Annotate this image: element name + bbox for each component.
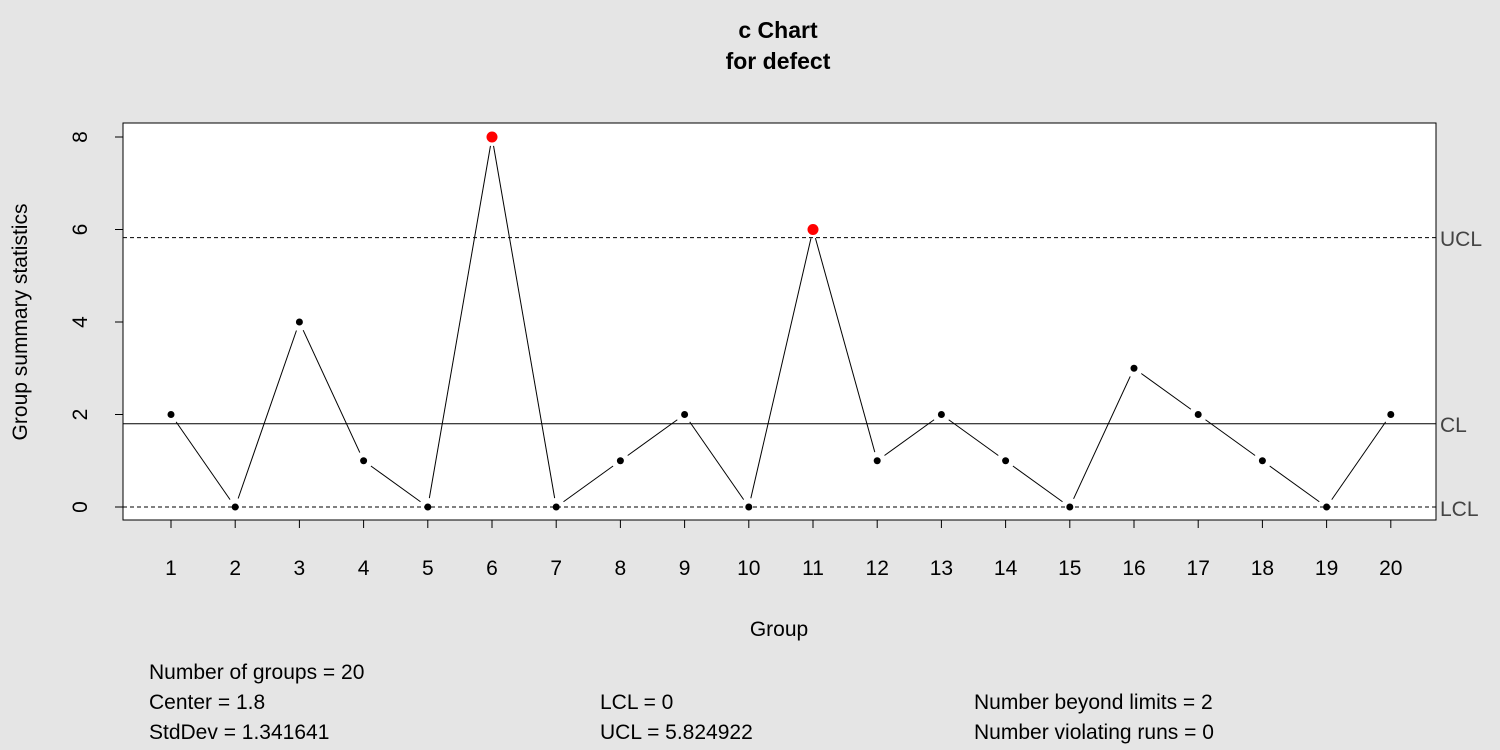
data-point [616, 457, 624, 465]
series-segment [1073, 376, 1131, 500]
series-segment [370, 465, 421, 503]
series-segment [302, 329, 361, 453]
stat-lcl: LCL = 0 [600, 691, 674, 714]
series-segment [1269, 465, 1320, 503]
chart-subtitle: for defect [725, 48, 831, 74]
stat-ucl: UCL = 5.824922 [600, 721, 753, 744]
series-segment [750, 238, 812, 499]
data-point [745, 503, 753, 511]
series-segment [948, 419, 999, 456]
x-tick-label: 7 [550, 557, 562, 580]
series-segment [175, 421, 231, 500]
y-tick-label: 6 [69, 224, 92, 236]
y-tick-label: 2 [69, 409, 92, 421]
stat-number-of-groups: Number of groups = 20 [149, 661, 365, 684]
data-point [231, 503, 239, 511]
data-point [295, 318, 303, 326]
series-segment [814, 238, 876, 453]
x-tick-label: 6 [486, 557, 498, 580]
data-point-violation [807, 224, 819, 235]
series-segment [493, 145, 556, 499]
data-point [937, 411, 945, 418]
y-axis-label: Group summary statistics [9, 204, 32, 441]
y-tick-label: 8 [69, 131, 92, 143]
data-point [1002, 457, 1010, 465]
x-tick-label: 13 [930, 557, 953, 580]
data-point [424, 503, 432, 511]
series-segment [689, 421, 745, 500]
stat-stddev: StdDev = 1.341641 [149, 721, 330, 744]
data-point [681, 411, 689, 418]
x-tick-label: 10 [737, 557, 760, 580]
x-tick-label: 14 [994, 557, 1018, 580]
y-tick-label: 4 [69, 316, 92, 328]
data-point [1387, 411, 1395, 418]
data-point [167, 411, 175, 418]
x-tick-label: 11 [802, 557, 824, 580]
series-segment [627, 419, 678, 456]
x-tick-label: 5 [422, 557, 434, 580]
series-segment [237, 330, 297, 499]
x-tick-label: 20 [1379, 557, 1402, 580]
data-point [873, 457, 881, 465]
x-tick-label: 8 [615, 557, 627, 580]
cl-label: CL [1440, 414, 1467, 437]
stat-beyond-limits: Number beyond limits = 2 [974, 691, 1213, 714]
series-segment [1012, 465, 1063, 503]
plot-area [122, 122, 1437, 521]
y-tick-label: 0 [69, 501, 92, 513]
stat-violating-runs: Number violating runs = 0 [974, 721, 1214, 744]
x-axis-label: Group [750, 618, 808, 641]
x-tick-label: 15 [1058, 557, 1081, 580]
data-point [1258, 457, 1266, 465]
data-point [1194, 411, 1202, 418]
x-tick-label: 9 [679, 557, 691, 580]
data-point [360, 457, 368, 465]
series-segment [884, 419, 935, 456]
series-segment [1331, 421, 1387, 500]
series-segment [1205, 419, 1256, 456]
x-tick-label: 4 [358, 557, 370, 580]
x-tick-label: 19 [1315, 557, 1338, 580]
series-segment [1141, 373, 1192, 410]
data-point [1323, 503, 1331, 511]
stat-center: Center = 1.8 [149, 691, 266, 714]
series-segment [563, 465, 614, 503]
chart-title: c Chart [738, 17, 818, 43]
x-tick-label: 2 [229, 557, 241, 580]
data-point-violation [486, 131, 498, 143]
data-point [1130, 364, 1138, 372]
x-tick-label: 16 [1122, 557, 1145, 580]
x-tick-label: 18 [1251, 557, 1274, 580]
series-segment [428, 145, 491, 499]
ucl-label: UCL [1440, 228, 1482, 251]
x-tick-label: 1 [165, 557, 177, 580]
lcl-label: LCL [1440, 498, 1479, 521]
x-tick-label: 17 [1187, 557, 1210, 580]
x-tick-label: 3 [294, 557, 306, 580]
x-tick-label: 12 [866, 557, 889, 580]
data-point [552, 503, 560, 511]
data-point [1066, 503, 1074, 511]
